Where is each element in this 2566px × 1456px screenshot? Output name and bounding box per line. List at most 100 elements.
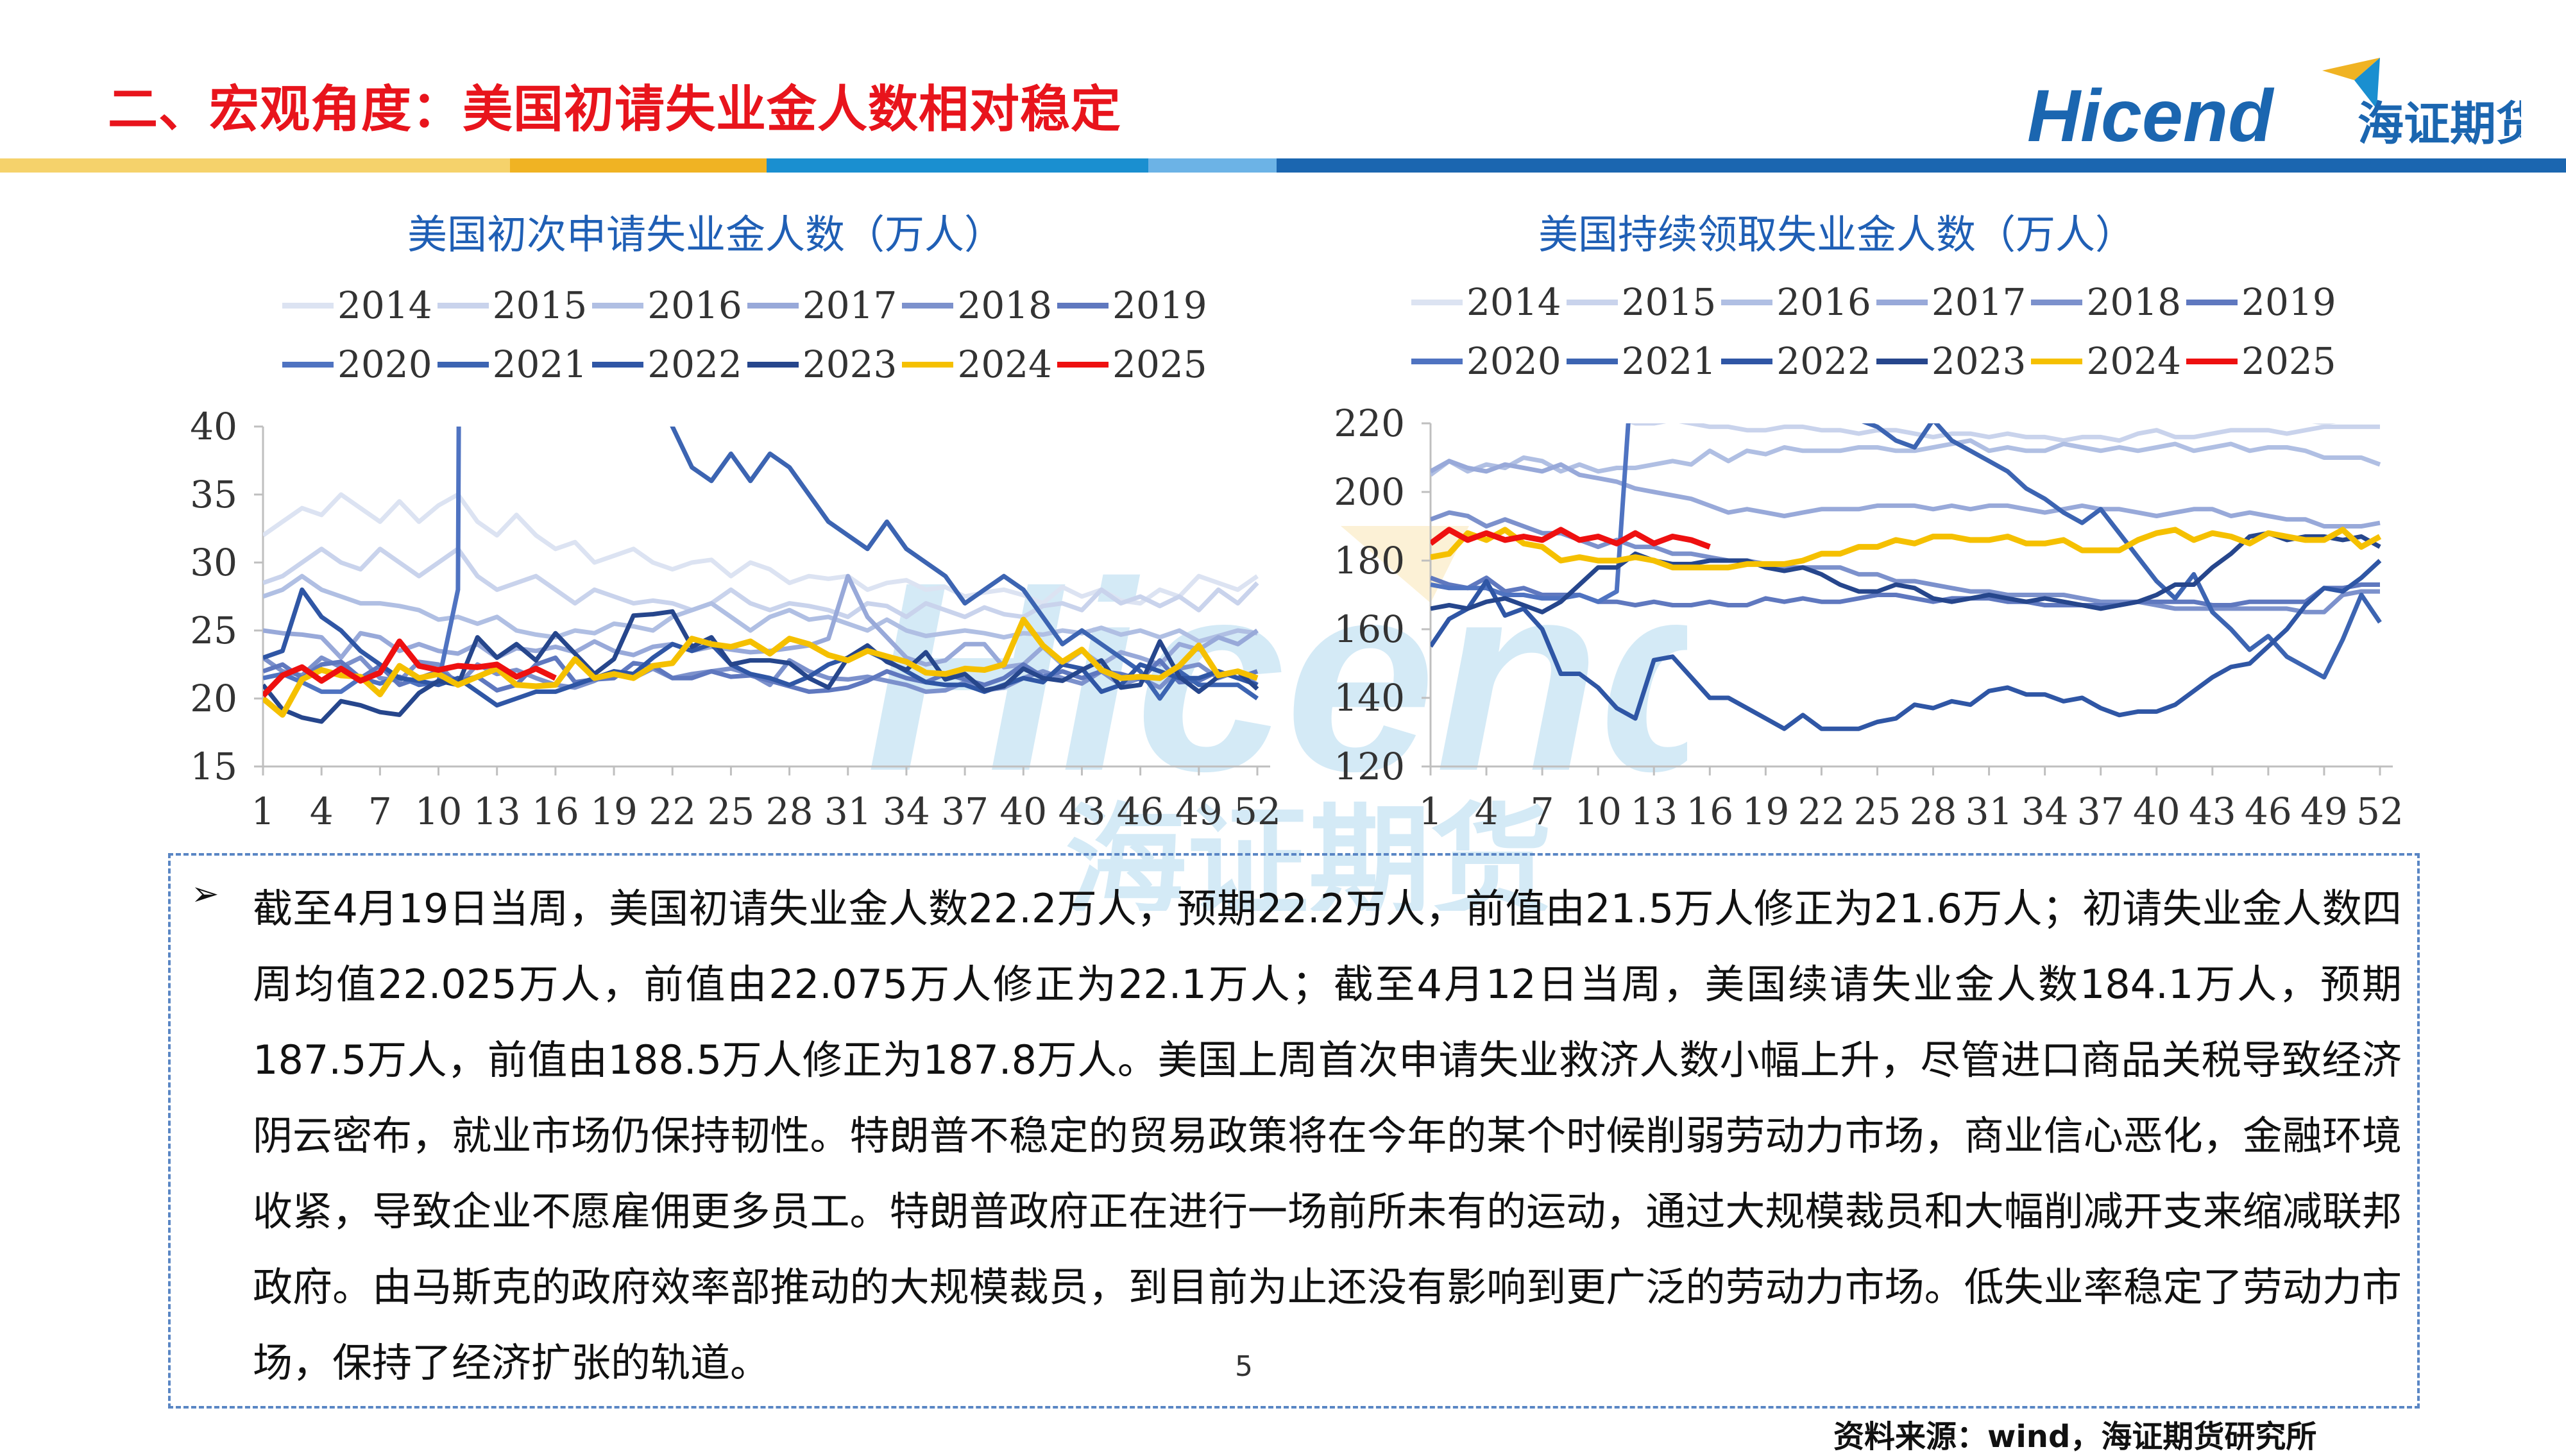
x-tick-label: 19	[590, 790, 638, 833]
series-group	[1431, 423, 2382, 731]
x-tick-label: 7	[368, 790, 392, 833]
series-group	[263, 427, 1259, 724]
legend-swatch	[902, 361, 954, 368]
legend-item-2017: 2017	[747, 284, 897, 327]
legend-item-2020: 2020	[282, 343, 432, 386]
legend-swatch	[747, 302, 799, 309]
x-tick-label: 52	[1234, 790, 1281, 833]
legend-label: 2015	[1621, 280, 1717, 324]
legend-item-2018: 2018	[2031, 280, 2181, 324]
legend-row: 2020 2021 2022 2023 2024 2025	[1411, 332, 2438, 391]
series-line-2015	[1629, 423, 2380, 443]
series-line-2025	[263, 638, 557, 698]
x-tick-label: 43	[2189, 790, 2236, 833]
legend-label: 2023	[802, 343, 897, 386]
legend-swatch	[592, 361, 644, 368]
y-tick-label: 15	[190, 745, 237, 788]
legend-label: 2020	[1466, 339, 1561, 383]
legend-swatch	[2186, 299, 2238, 305]
legend-swatch	[1876, 358, 1928, 364]
x-tick-label: 10	[1574, 790, 1622, 833]
legend-row: 2014 2015 2016 2017 2018 2019	[282, 276, 1283, 335]
chart-title: 美国初次申请失业金人数（万人）	[407, 211, 1005, 258]
legend-item-2017: 2017	[1876, 280, 2026, 324]
legend-item-2025: 2025	[1057, 343, 1207, 386]
legend-label: 2014	[1466, 280, 1561, 324]
logo-text: Hicend	[2027, 75, 2275, 157]
legend-label: 2018	[957, 284, 1053, 327]
series-line-2022	[1431, 559, 2382, 731]
series-line-2016	[1431, 438, 2381, 477]
header-bar-segment	[1277, 158, 2566, 173]
legend-row: 2014 2015 2016 2017 2018 2019	[1411, 273, 2438, 332]
page-number: 5	[1235, 1350, 1253, 1383]
legend-label: 2025	[1112, 343, 1207, 386]
legend-swatch	[1566, 299, 1618, 305]
legend-label: 2021	[492, 343, 588, 386]
legend-item-2014: 2014	[1411, 280, 1561, 324]
commentary-box: ➢ 截至4月19日当周，美国初请失业金人数22.2万人，预期22.2万人，前值由…	[168, 853, 2420, 1409]
x-tick-label: 40	[999, 790, 1047, 833]
x-tick-label: 4	[310, 790, 334, 833]
legend-swatch	[1566, 358, 1618, 364]
legend-item-2022: 2022	[1721, 339, 1871, 383]
y-tick-label: 120	[1334, 745, 1405, 788]
logo-text-cn: 海证期货	[2358, 97, 2521, 151]
x-tick-label: 22	[1798, 790, 1846, 833]
y-tick-label: 40	[190, 405, 237, 448]
legend-swatch	[1411, 299, 1463, 305]
x-tick-label: 22	[649, 790, 696, 833]
x-tick-label: 40	[2133, 790, 2180, 833]
x-tick-label: 49	[2300, 790, 2348, 833]
legend-swatch	[747, 361, 799, 368]
x-tick-label: 16	[532, 790, 579, 833]
series-line-2017	[1431, 459, 2381, 529]
legend-item-2024: 2024	[902, 343, 1052, 386]
x-tick-label: 1	[1419, 790, 1443, 833]
y-tick-label: 180	[1334, 539, 1405, 582]
legend-label: 2024	[2086, 339, 2182, 383]
legend-label: 2025	[2241, 339, 2336, 383]
x-tick-label: 43	[1058, 790, 1106, 833]
series-line-2021	[1861, 423, 2382, 680]
series-line-2020	[1431, 423, 1631, 604]
commentary-text: 截至4月19日当周，美国初请失业金人数22.2万人，预期22.2万人，前值由21…	[253, 885, 2402, 1386]
x-tick-label: 46	[1117, 790, 1164, 833]
x-tick-label: 52	[2356, 790, 2404, 833]
legend-swatch	[2031, 358, 2083, 364]
legend-label: 2018	[2086, 280, 2182, 324]
legend-label: 2022	[647, 343, 742, 386]
chart-legend: 2014 2015 2016 2017 2018 2019 2020 2021 2022 2023…	[282, 276, 1283, 394]
x-tick-label: 16	[1686, 790, 1733, 833]
legend-label: 2024	[957, 343, 1053, 386]
series-line-2024	[1431, 527, 2382, 571]
y-tick-label: 160	[1334, 607, 1405, 651]
legend-label: 2017	[1931, 280, 2026, 324]
series-line-2022	[263, 587, 1259, 708]
series-line-2023	[263, 609, 1259, 724]
y-tick-label: 25	[190, 609, 237, 652]
legend-item-2021: 2021	[437, 343, 588, 386]
legend-item-2015: 2015	[1566, 280, 1717, 324]
header-bar-segment	[1148, 158, 1277, 173]
x-tick-label: 28	[1910, 790, 1957, 833]
x-tick-label: 31	[824, 790, 872, 833]
legend-item-2021: 2021	[1566, 339, 1716, 383]
legend-swatch	[437, 302, 489, 309]
legend-swatch	[2186, 358, 2238, 364]
legend-swatch	[902, 302, 954, 309]
legend-swatch	[592, 302, 644, 309]
series-line-2016	[263, 573, 1258, 644]
legend-item-2022: 2022	[592, 343, 742, 386]
logo-swoosh-icon	[2322, 58, 2380, 80]
logo-swoosh-icon	[2354, 58, 2380, 109]
x-tick-label: 28	[766, 790, 813, 833]
legend-label: 2014	[337, 284, 432, 327]
y-tick-label: 200	[1334, 470, 1405, 514]
x-tick-label: 13	[1630, 790, 1678, 833]
legend-label: 2016	[647, 284, 742, 327]
legend-swatch	[1721, 358, 1773, 364]
legend-label: 2017	[802, 284, 897, 327]
series-line-2015	[263, 546, 1259, 620]
